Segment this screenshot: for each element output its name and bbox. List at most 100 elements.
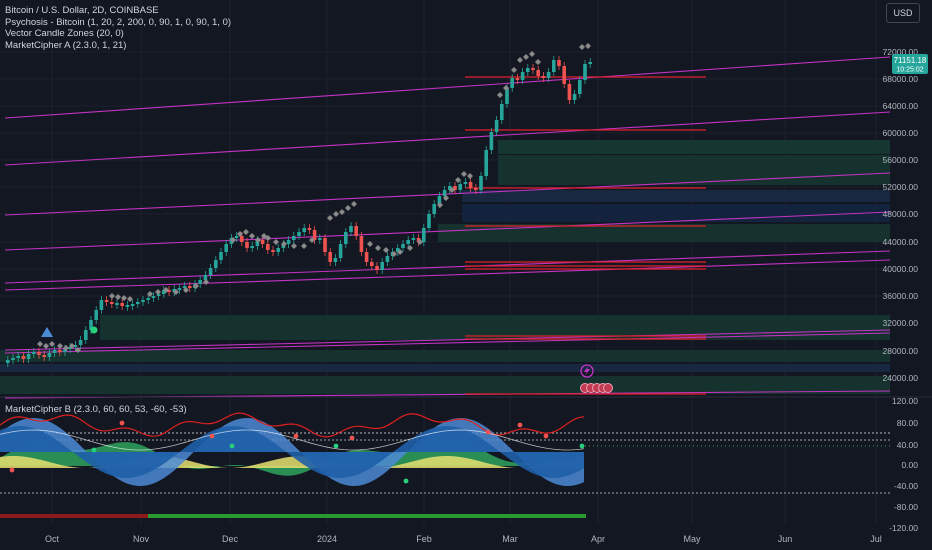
signal-diamond: [230, 237, 236, 243]
candle-body: [245, 242, 249, 248]
oscillator-pane: [0, 412, 890, 518]
indicator-vector-zones[interactable]: Vector Candle Zones (20, 0): [5, 28, 124, 39]
candle-body: [11, 358, 15, 360]
candle-body: [416, 238, 421, 242]
candle-body: [276, 248, 280, 252]
candle-body: [401, 244, 405, 248]
current-price-tag: 71151.18 10:25:02: [892, 54, 928, 74]
signal-diamond: [63, 345, 69, 351]
price-tick-label: 48000.00: [883, 209, 919, 219]
signal-diamonds: [37, 43, 591, 353]
candle-body: [474, 188, 478, 190]
green-dot-marker: [90, 326, 98, 334]
signal-diamond: [163, 287, 169, 293]
candle-body: [125, 305, 130, 307]
signal-diamond: [383, 247, 389, 253]
signal-diamond: [529, 51, 535, 57]
candle-body: [172, 289, 176, 292]
candle-body: [297, 232, 301, 236]
candle-body: [94, 310, 98, 320]
signal-diamond: [273, 239, 279, 245]
candle-body: [110, 302, 114, 304]
candle-body: [546, 72, 551, 78]
price-tick-label: 36000.00: [883, 291, 919, 301]
cross-dot: [349, 435, 355, 441]
time-tick-label: Feb: [416, 534, 432, 544]
signal-diamond: [351, 201, 357, 207]
osc-tick-label: 40.00: [897, 440, 919, 450]
price-tick-label: 56000.00: [883, 155, 919, 165]
signal-diamond: [75, 347, 81, 353]
candle-body: [375, 266, 379, 270]
signal-diamond: [193, 283, 199, 289]
candle-body: [505, 88, 509, 104]
candle-body: [286, 240, 291, 244]
signal-diamond: [417, 239, 423, 245]
chart-legend: Bitcoin / U.S. Dollar, 2D, COINBASE Psyc…: [5, 5, 231, 51]
signal-diamond: [237, 231, 243, 237]
candle-body: [219, 252, 223, 260]
time-axis[interactable]: Oct Nov Dec 2024 Feb Mar Apr May Jun Jul: [45, 534, 882, 544]
candle-body: [479, 176, 483, 190]
signal-diamond: [183, 287, 189, 293]
candle-body: [156, 294, 161, 296]
candle-body: [328, 252, 332, 262]
signal-diamond: [291, 243, 297, 249]
signal-diamond: [281, 241, 287, 247]
oscillator-axis[interactable]: 120.00 80.00 40.00 0.00 -40.00 -80.00 -120.00: [889, 396, 918, 533]
candle-body: [448, 186, 452, 190]
price-tick-label: 40000.00: [883, 264, 919, 274]
candle-body: [411, 238, 416, 240]
candle-body: [255, 240, 260, 246]
candle-body: [333, 258, 338, 262]
candle-body: [380, 262, 384, 270]
signal-diamond: [249, 233, 255, 239]
symbol-title[interactable]: Bitcoin / U.S. Dollar, 2D, COINBASE: [5, 5, 159, 16]
signal-diamond: [345, 205, 351, 211]
cross-dot: [9, 467, 15, 473]
candle-body: [484, 150, 488, 176]
osc-tick-label: 80.00: [897, 418, 919, 428]
candle-body: [84, 330, 88, 340]
indicator-marketcipher-a[interactable]: MarketCipher A (2.3.0, 1, 21): [5, 39, 127, 51]
candle-body: [162, 290, 166, 294]
signal-diamond: [579, 44, 585, 50]
osc-tick-label: -120.00: [889, 523, 918, 533]
currency-button[interactable]: USD: [886, 3, 920, 23]
signal-diamond: [49, 341, 55, 347]
candle-body: [344, 232, 348, 244]
signal-diamond: [339, 209, 345, 215]
candle-body: [510, 78, 514, 88]
signal-diamond: [327, 215, 333, 221]
candle-body: [130, 304, 135, 306]
candle-body: [520, 72, 525, 80]
price-tick-label: 24000.00: [883, 373, 919, 383]
candle-body: [6, 360, 10, 363]
cross-dot: [91, 447, 97, 453]
candle-body: [302, 228, 306, 232]
indicator-psychosis[interactable]: Psychosis - Bitcoin (1, 20, 2, 200, 0, 9…: [5, 16, 232, 28]
candle-body: [583, 64, 587, 80]
signal-diamond: [301, 243, 307, 249]
candle-body: [104, 300, 109, 302]
signal-diamond: [265, 235, 271, 241]
signal-diamond: [309, 237, 315, 243]
cross-dot: [333, 443, 339, 449]
signal-diamond: [37, 341, 43, 347]
price-tick-label: 60000.00: [883, 128, 919, 138]
signal-diamond: [437, 202, 443, 208]
candle-body: [146, 298, 150, 300]
signal-diamond: [523, 54, 529, 60]
price-axis[interactable]: 72000.00 68000.00 64000.00 60000.00 56000.00…: [883, 47, 919, 383]
candle-body: [318, 238, 322, 240]
candle-body: [99, 300, 104, 310]
level-lines: [465, 76, 706, 395]
indicator-marketcipher-b[interactable]: MarketCipher B (2.3.0, 60, 60, 53, -60, …: [5, 404, 187, 415]
candle-body: [151, 296, 156, 298]
candle-body: [177, 288, 182, 290]
signal-diamond: [397, 249, 403, 255]
signal-diamond: [173, 289, 179, 295]
candle-body: [68, 347, 72, 349]
candle-body: [271, 250, 275, 252]
